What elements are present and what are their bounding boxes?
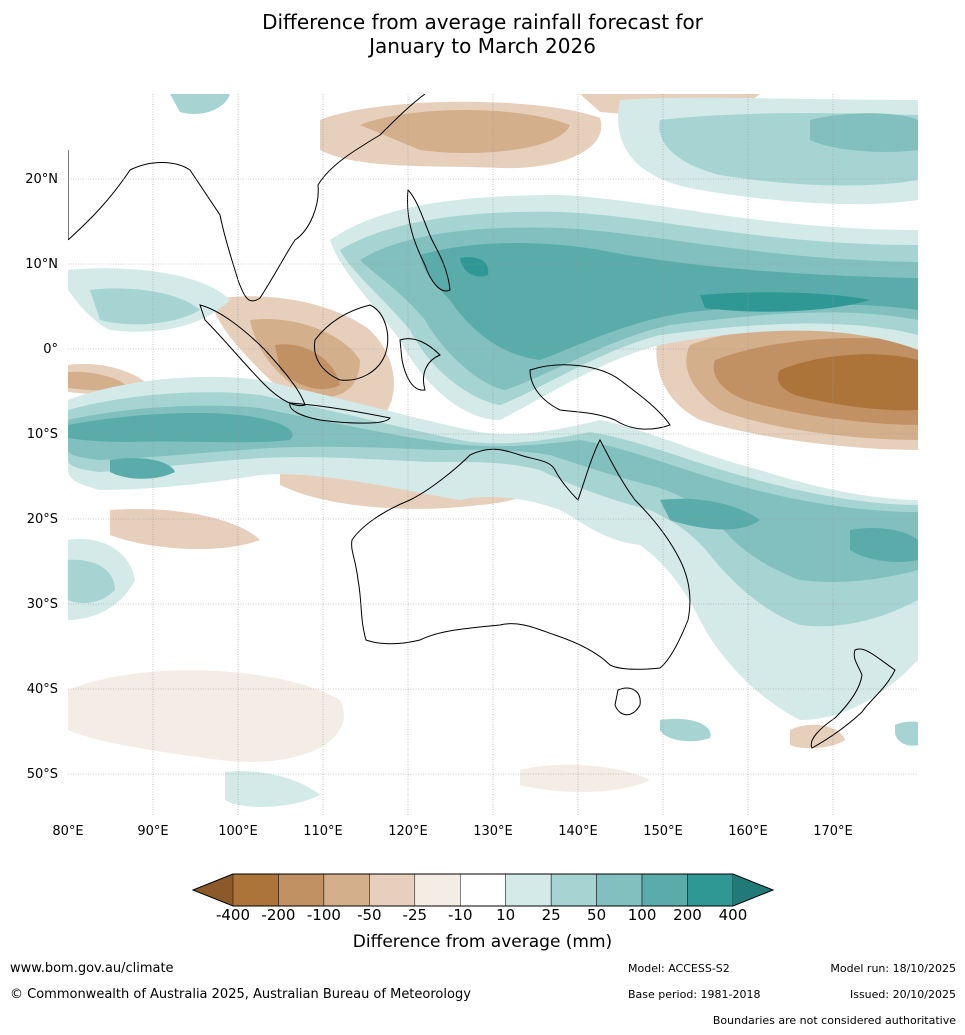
colorbar-tick-label: -25: [402, 906, 428, 924]
colorbar-box: [505, 873, 552, 907]
colorbar-box: [323, 873, 370, 907]
colorbar-box: [687, 873, 734, 907]
lon-label: 160°E: [728, 824, 768, 839]
lat-label: 40°S: [27, 682, 58, 697]
colorbar-tick-label: -100: [306, 906, 341, 924]
rainfall-anomaly-field: [68, 94, 918, 816]
issued-text: Issued: 20/10/2025: [849, 988, 956, 1001]
sumatra-outline: [199, 304, 306, 407]
colorbar-box: [641, 873, 688, 907]
longitude-labels: 80°E 90°E 100°E 110°E 120°E 130°E 140°E …: [52, 824, 852, 839]
colorbar-box: [550, 873, 597, 907]
new-guinea-outline: [529, 364, 671, 430]
colorbar-tick-label: -50: [357, 906, 382, 924]
model-run-text: Model run: 18/10/2025: [830, 962, 956, 975]
lat-label: 10°N: [25, 257, 58, 272]
lon-label: 140°E: [558, 824, 598, 839]
base-period-text: Base period: 1981-2018: [628, 988, 761, 1001]
copyright-text: © Commonwealth of Australia 2025, Austra…: [10, 987, 471, 1002]
colorbar-tick-label: 10: [496, 906, 516, 924]
colorbar-tick-label: 25: [541, 906, 561, 924]
philippines-outline: [406, 188, 451, 292]
model-text: Model: ACCESS-S2: [628, 962, 730, 975]
colorbar-tick-label: -10: [448, 906, 473, 924]
colorbar-low-extension: [193, 874, 233, 906]
lat-label: 0°: [43, 342, 58, 357]
disclaimer-text: Boundaries are not considered authoritat…: [712, 1014, 956, 1027]
colorbar-tick-label: 400: [718, 906, 748, 924]
colorbar: [191, 873, 775, 907]
colorbar-box: [232, 873, 279, 907]
lon-label: 100°E: [218, 824, 258, 839]
chart-title: Difference from average rainfall forecas…: [0, 10, 965, 58]
colorbar-box: [278, 873, 325, 907]
lon-label: 170°E: [813, 824, 853, 839]
colorbar-title: Difference from average (mm): [352, 932, 613, 952]
lon-label: 80°E: [52, 824, 83, 839]
sulawesi-outline: [399, 338, 441, 391]
lat-label: 20°N: [25, 172, 58, 187]
lon-label: 150°E: [643, 824, 683, 839]
wet-anomaly-regions: [68, 94, 918, 807]
colorbar-tick-label: 100: [627, 906, 657, 924]
title-line-2: January to March 2026: [369, 34, 596, 58]
graticule: [68, 94, 918, 816]
java-outline: [289, 402, 391, 424]
colorbar-box: [596, 873, 643, 907]
lat-label: 50°S: [27, 767, 58, 782]
lon-label: 110°E: [303, 824, 343, 839]
colorbar-tick-label: -400: [215, 906, 251, 924]
lat-label: 20°S: [27, 512, 58, 527]
colorbar-box: [414, 873, 461, 907]
colorbar-high-extension: [733, 874, 773, 906]
colorbar-tick-label: -200: [261, 906, 296, 924]
lat-label: 10°S: [27, 427, 58, 442]
colorbar-tick-label: 200: [673, 906, 702, 924]
latitude-labels: 20°N 10°N 0° 10°S 20°S 30°S 40°S 50°S: [25, 172, 58, 782]
colorbar-tick-label: 50: [587, 906, 607, 924]
title-line-1: Difference from average rainfall forecas…: [262, 10, 703, 34]
lat-label: 30°S: [27, 597, 58, 612]
asia-mainland-outline: [68, 94, 426, 302]
website-text: www.bom.gov.au/climate: [10, 961, 174, 976]
lon-label: 120°E: [388, 824, 428, 839]
coastlines: [68, 94, 896, 749]
borneo-outline: [313, 304, 389, 381]
new-zealand-outline: [810, 648, 896, 749]
colorbar-box: [460, 873, 506, 907]
australia-outline: [351, 438, 691, 670]
colorbar-box: [369, 873, 416, 907]
lon-label: 130°E: [473, 824, 513, 839]
tasmania-outline: [614, 687, 641, 716]
lon-label: 90°E: [137, 824, 168, 839]
